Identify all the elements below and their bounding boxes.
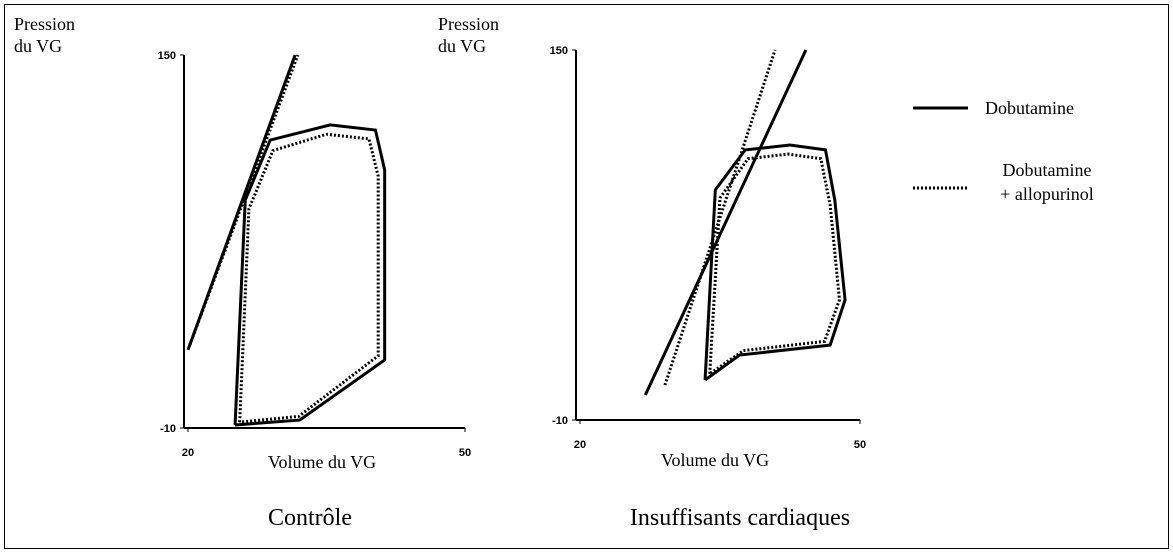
y-tick-label: 150 bbox=[158, 50, 176, 62]
pv-curve bbox=[708, 152, 841, 375]
pv-curve bbox=[188, 54, 300, 346]
x-tick-label: 50 bbox=[459, 447, 471, 459]
pv-curve bbox=[703, 143, 847, 382]
pv-curve bbox=[643, 49, 808, 396]
y-tick-label: -10 bbox=[552, 415, 568, 427]
x-axis-label: Volume du VG bbox=[661, 450, 769, 470]
x-tick-label: 50 bbox=[854, 439, 866, 451]
x-axis-label: Volume du VG bbox=[268, 452, 376, 472]
legend-label: Dobutamine bbox=[985, 98, 1074, 118]
y-axis-label: du VG bbox=[14, 36, 62, 56]
y-axis-label: Pression bbox=[14, 14, 75, 34]
y-tick-label: -10 bbox=[160, 423, 176, 435]
chart-subtitle: Contrôle bbox=[268, 505, 352, 531]
chart-subtitle: Insuffisants cardiaques bbox=[630, 505, 850, 531]
legend-label: Dobutamine bbox=[1003, 160, 1092, 180]
pv-curve bbox=[233, 123, 387, 427]
frame bbox=[4, 4, 1169, 549]
x-tick-label: 20 bbox=[182, 447, 194, 459]
y-axis-label: Pression bbox=[438, 14, 499, 34]
y-tick-label: 150 bbox=[550, 45, 568, 57]
y-axis-label: du VG bbox=[438, 36, 486, 56]
legend-label: + allopurinol bbox=[1000, 184, 1094, 204]
x-tick-label: 20 bbox=[574, 439, 586, 451]
pv-curve bbox=[186, 54, 297, 351]
